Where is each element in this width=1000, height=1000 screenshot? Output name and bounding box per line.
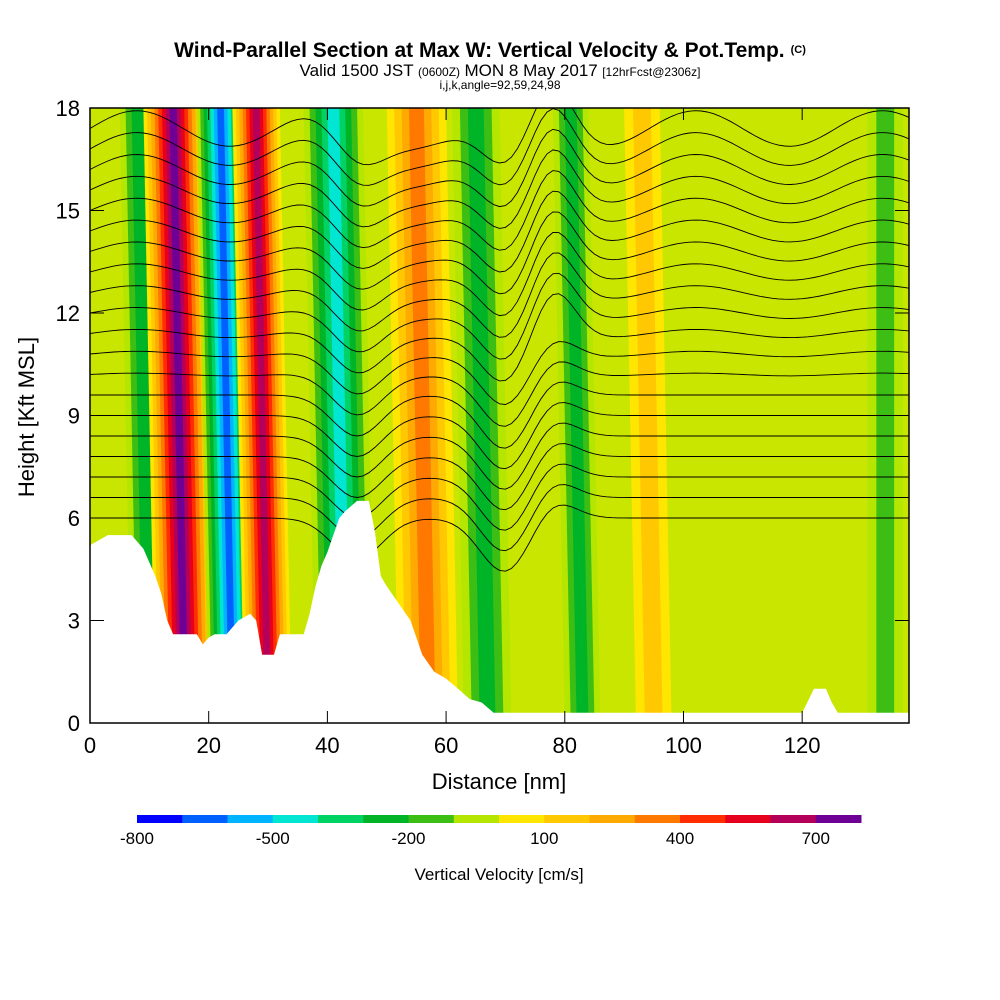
terrain xyxy=(90,500,909,723)
theta-contour xyxy=(90,443,909,511)
theta-contours xyxy=(90,108,909,572)
colorbar-swatch xyxy=(227,815,274,823)
theta-contour xyxy=(90,128,909,208)
colorbar xyxy=(137,815,862,823)
colorbar-swatch xyxy=(815,815,862,823)
theta-contour xyxy=(90,504,909,572)
x-axis: 0 20 40 60 80 100 120 xyxy=(84,108,821,758)
colorbar-swatch xyxy=(182,815,228,823)
theta-contour xyxy=(90,170,909,251)
y-tick-label: 9 xyxy=(68,404,80,429)
velocity-band xyxy=(467,108,496,723)
colorbar-swatch xyxy=(453,815,500,823)
velocity-band xyxy=(564,108,589,723)
colorbar-tick-label: -800 xyxy=(120,829,154,848)
theta-contour xyxy=(90,108,909,186)
theta-contour xyxy=(90,402,909,470)
x-tick-label: 80 xyxy=(553,733,577,758)
y-axis-label: Height [Kft MSL] xyxy=(14,337,39,497)
y-tick-label: 6 xyxy=(68,506,80,531)
colorbar-swatch xyxy=(725,815,771,823)
y-tick-label: 12 xyxy=(56,301,80,326)
x-axis-label: Distance [nm] xyxy=(432,769,567,794)
colorbar-swatch xyxy=(499,815,545,823)
theta-contour xyxy=(90,190,909,273)
y-tick-label: 15 xyxy=(56,199,80,224)
colorbar-tick-label: 400 xyxy=(666,829,694,848)
chart-subtitle: Valid 1500 JST (0600Z) MON 8 May 2017 [1… xyxy=(300,61,701,80)
colorbar-swatch xyxy=(680,815,726,823)
theta-contour xyxy=(90,272,909,360)
theta-contour xyxy=(90,211,909,295)
y-tick-label: 0 xyxy=(68,711,80,736)
theta-contour xyxy=(90,361,909,427)
y-tick-label: 18 xyxy=(56,96,80,121)
colorbar-tick-label: -500 xyxy=(256,829,290,848)
theta-contour xyxy=(90,108,909,166)
colorbar-swatch xyxy=(363,815,409,823)
colorbar-tick-label: 700 xyxy=(802,829,830,848)
theta-contour xyxy=(90,252,909,338)
colorbar-swatch xyxy=(770,815,817,823)
theta-contour xyxy=(90,293,909,382)
theta-contour xyxy=(90,232,909,317)
theta-contour xyxy=(90,463,909,531)
colorbar-tick-label: -200 xyxy=(391,829,425,848)
colorbar-swatch xyxy=(137,815,183,823)
chart-indices: i,j,k,angle=92,59,24,98 xyxy=(439,78,560,92)
velocity-band xyxy=(408,108,436,723)
theta-contour xyxy=(90,149,909,229)
theta-contour xyxy=(90,381,909,449)
theta-contour xyxy=(90,422,909,490)
theta-contour xyxy=(90,341,909,405)
colorbar-tick-label: 100 xyxy=(530,829,558,848)
colorbar-swatch xyxy=(589,815,636,823)
y-axis: 0 3 6 9 12 15 18 xyxy=(56,96,909,736)
colorbar-swatch xyxy=(272,815,319,823)
colorbar-label: Vertical Velocity [cm/s] xyxy=(414,865,583,884)
colorbar-swatch xyxy=(408,815,455,823)
colorbar-ticks: -800 -500 -200 100 400 700 xyxy=(120,829,830,848)
x-tick-label: 100 xyxy=(665,733,702,758)
colorbar-swatch xyxy=(318,815,364,823)
colorbar-swatch xyxy=(634,815,681,823)
theta-contour xyxy=(90,484,909,552)
x-tick-label: 20 xyxy=(196,733,220,758)
x-tick-label: 40 xyxy=(315,733,339,758)
colorbar-swatch xyxy=(544,815,590,823)
x-tick-label: 120 xyxy=(784,733,821,758)
plot-area xyxy=(90,108,909,723)
x-tick-label: 60 xyxy=(434,733,458,758)
y-tick-label: 3 xyxy=(68,609,80,634)
chart-title: Wind-Parallel Section at Max W: Vertical… xyxy=(174,39,806,62)
x-tick-label: 0 xyxy=(84,733,96,758)
